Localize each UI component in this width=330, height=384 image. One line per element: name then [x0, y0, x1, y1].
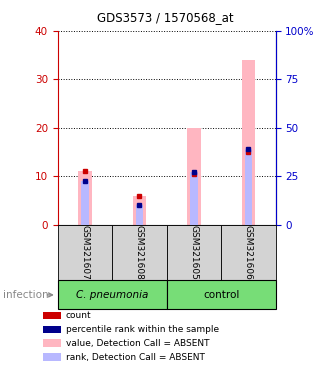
Text: GSM321608: GSM321608	[135, 225, 144, 280]
Bar	[58, 280, 167, 309]
Bar	[190, 172, 198, 225]
Bar	[58, 225, 112, 280]
Bar	[81, 181, 89, 225]
Text: value, Detection Call = ABSENT: value, Detection Call = ABSENT	[66, 339, 210, 348]
Text: GSM321605: GSM321605	[189, 225, 198, 280]
Text: infection: infection	[3, 290, 49, 300]
Bar	[242, 60, 255, 225]
Bar	[78, 171, 92, 225]
Bar	[221, 225, 276, 280]
Text: C. pneumonia: C. pneumonia	[76, 290, 148, 300]
Text: count: count	[66, 311, 92, 320]
Text: control: control	[203, 290, 239, 300]
Bar	[167, 280, 276, 309]
Bar	[112, 225, 167, 280]
Bar	[245, 149, 252, 225]
Text: GDS3573 / 1570568_at: GDS3573 / 1570568_at	[97, 11, 233, 24]
Bar	[167, 225, 221, 280]
Text: GSM321606: GSM321606	[244, 225, 253, 280]
Text: rank, Detection Call = ABSENT: rank, Detection Call = ABSENT	[66, 353, 205, 362]
Text: percentile rank within the sample: percentile rank within the sample	[66, 325, 219, 334]
Bar	[133, 195, 146, 225]
Bar	[136, 205, 143, 225]
Text: GSM321607: GSM321607	[81, 225, 89, 280]
Bar	[187, 128, 201, 225]
